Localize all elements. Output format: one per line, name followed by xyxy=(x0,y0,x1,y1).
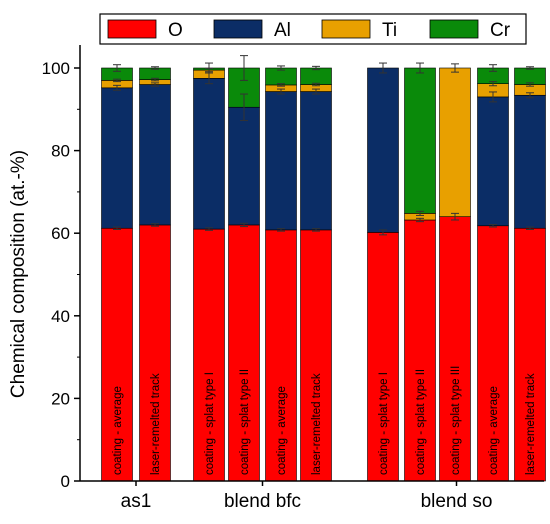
bar-category-label: coating - splat type III xyxy=(450,366,462,475)
legend-label-ti: Ti xyxy=(382,20,397,41)
bar-stack: coating - splat type III xyxy=(439,63,471,482)
legend-swatch-al xyxy=(213,19,263,39)
bar-segment-ti xyxy=(439,67,471,217)
bar-segment-al xyxy=(300,91,332,231)
bar-stack: coating - splat type I xyxy=(193,62,225,482)
bar-segment-o xyxy=(193,228,225,482)
bar-stack: coating - average xyxy=(477,64,509,482)
y-tick-label: 20 xyxy=(51,389,70,408)
bar-segment-o xyxy=(367,232,399,482)
bar-stack: laser-remelted track xyxy=(139,66,171,482)
bar-segment-al xyxy=(228,106,260,226)
legend-swatch-cr xyxy=(429,19,479,39)
bar-category-label: coating - average xyxy=(488,386,500,475)
y-tick-label: 100 xyxy=(42,59,70,78)
bar-stack: coating - average xyxy=(265,65,297,482)
bar-segment-o xyxy=(228,224,260,482)
bar-stack: coating - splat type II xyxy=(404,62,436,482)
bar-segment-cr xyxy=(300,67,332,85)
bar-category-label: coating - average xyxy=(112,386,124,475)
bar-segment-o xyxy=(300,229,332,482)
group-label: blend so xyxy=(421,491,493,512)
bar-stack: laser-remelted track xyxy=(514,66,546,482)
legend: O Al Ti Cr xyxy=(99,13,527,45)
bar-segment-o xyxy=(404,219,436,482)
bar-segment-al xyxy=(514,94,546,229)
bar-category-label: coating - splat type I xyxy=(378,372,390,475)
y-tick-label: 0 xyxy=(61,472,70,491)
bar-segment-al xyxy=(139,84,171,226)
y-axis-label: Chemical composition (at.-%) xyxy=(8,150,29,398)
bar-category-label: coating - splat type I xyxy=(204,372,216,475)
legend-label-o: O xyxy=(168,20,183,41)
legend-swatch-ti xyxy=(321,19,371,39)
bar-stack: coating - splat type II xyxy=(228,55,260,482)
bar-category-label: coating - splat type II xyxy=(415,369,427,475)
bar-segment-al xyxy=(367,67,399,233)
bar-segment-o xyxy=(514,227,546,482)
legend-label-al: Al xyxy=(274,20,291,41)
bar-segment-cr xyxy=(404,67,436,214)
y-tick-label: 60 xyxy=(51,224,70,243)
bar-segment-o xyxy=(265,229,297,482)
bar-segment-o xyxy=(139,224,171,482)
bar-segment-cr xyxy=(514,67,546,85)
bar-segment-al xyxy=(101,87,133,229)
bar-category-label: laser-remelted track xyxy=(150,373,162,475)
x-axis: as1 blend bfc blend so xyxy=(80,480,544,512)
group-label: as1 xyxy=(121,491,152,512)
bar-segment-al xyxy=(477,96,509,227)
plot-area: coating - average laser-remelted track coa… xyxy=(101,55,546,482)
bar-segment-al xyxy=(265,91,297,231)
bar-stack: coating - splat type I xyxy=(367,62,399,482)
legend-swatch-o xyxy=(107,19,157,39)
legend-label-cr: Cr xyxy=(490,20,511,41)
bar-segment-o xyxy=(101,227,133,482)
y-tick-label: 40 xyxy=(51,307,70,326)
y-tick-label: 80 xyxy=(51,142,70,161)
bar-category-label: coating - splat type II xyxy=(239,369,251,475)
bar-segment-al xyxy=(193,78,225,230)
bar-category-label: laser-remelted track xyxy=(311,373,323,475)
bar-segment-o xyxy=(439,216,471,482)
bar-category-label: laser-remelted track xyxy=(525,373,537,475)
bar-stack: laser-remelted track xyxy=(300,65,332,482)
bar-stack: coating - average xyxy=(101,64,133,482)
y-axis: 0 20 40 60 80 100 xyxy=(42,45,81,491)
bar-category-label: coating - average xyxy=(276,386,288,475)
group-label: blend bfc xyxy=(224,491,301,512)
